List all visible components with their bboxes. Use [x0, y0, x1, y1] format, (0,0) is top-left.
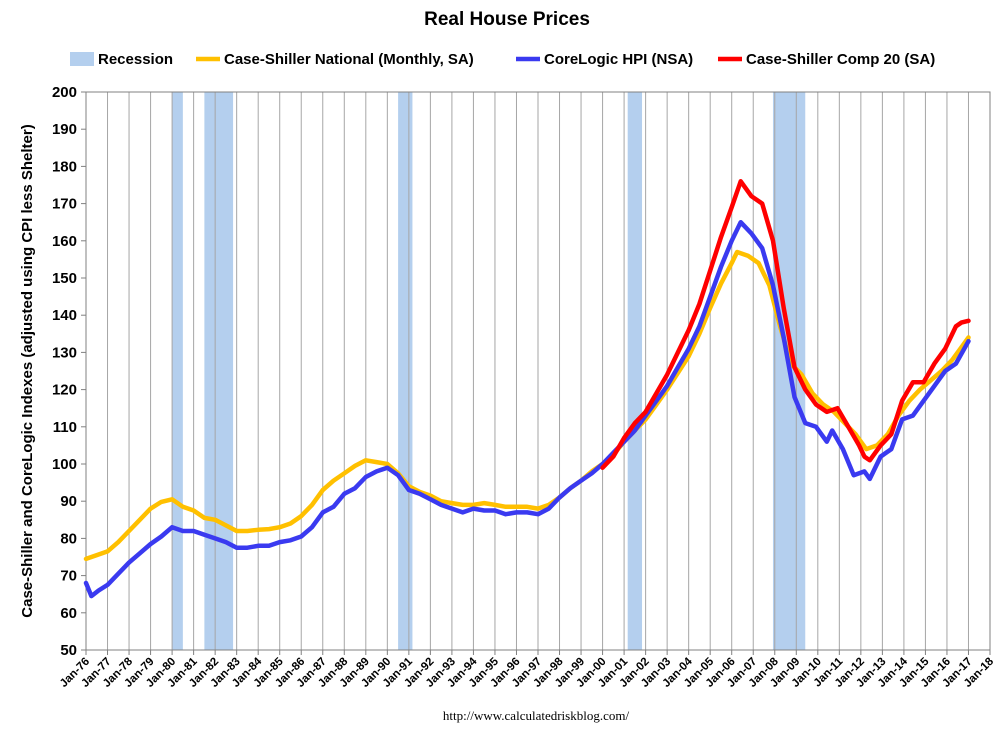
legend-label-2: CoreLogic HPI (NSA)	[544, 51, 693, 68]
y-tick-label-6: 110	[53, 419, 77, 436]
y-tick-label-5: 100	[52, 456, 77, 473]
y-tick-label-13: 180	[52, 158, 77, 175]
y-tick-label-0: 50	[60, 642, 77, 659]
y-tick-label-3: 80	[60, 530, 77, 547]
chart-title: Real House Prices	[424, 9, 590, 30]
recession-band-0	[172, 92, 183, 650]
legend-label-3: Case-Shiller Comp 20 (SA)	[746, 51, 935, 68]
y-tick-label-14: 190	[52, 121, 77, 138]
legend-swatch-recession	[70, 52, 94, 66]
y-tick-label-8: 130	[52, 344, 77, 361]
plot-area: 50 60 70 80 90 100 110 120 130 140 150 160 170 180 190…	[52, 84, 997, 690]
y-tick-label-12: 170	[52, 196, 77, 213]
y-tick-label-10: 150	[52, 270, 77, 287]
y-axis-label: Case-Shiller and CoreLogic Indexes (adju…	[19, 124, 36, 617]
x-axis-ticks: Jan-76Jan-77Jan-78Jan-79Jan-80Jan-81Jan-…	[58, 650, 997, 690]
y-axis-ticks: 50 60 70 80 90 100 110 120 130 140 150 160 170 180 190…	[52, 84, 86, 659]
y-tick-label-9: 140	[52, 307, 77, 324]
y-tick-label-7: 120	[52, 382, 77, 399]
y-tick-label-2: 70	[60, 568, 77, 585]
legend-label-1: Case-Shiller National (Monthly, SA)	[224, 51, 474, 68]
legend-label-0: Recession	[98, 51, 173, 68]
series-line-0	[83, 249, 971, 562]
y-tick-label-1: 60	[60, 605, 77, 622]
recession-band-3	[627, 92, 643, 650]
y-tick-label-4: 90	[60, 493, 77, 510]
series-line-2	[600, 179, 971, 470]
series-lines	[83, 179, 971, 599]
source-url: http://www.calculatedriskblog.com/	[443, 708, 630, 723]
y-tick-label-15: 200	[52, 84, 77, 101]
y-tick-label-11: 160	[52, 233, 77, 250]
recession-band-1	[204, 92, 234, 650]
recession-band-2	[398, 92, 413, 650]
series-line-1	[83, 219, 971, 599]
chart-legend: Recession Case-Shiller National (Monthly,…	[70, 51, 935, 68]
